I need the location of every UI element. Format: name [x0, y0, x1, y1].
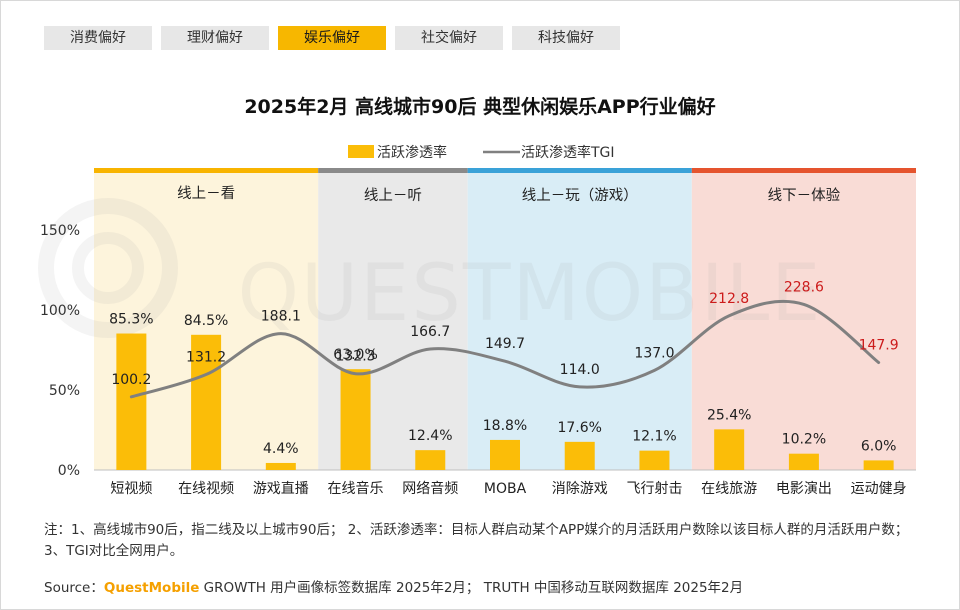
x-tick-label: 消除游戏: [552, 481, 608, 497]
bar-6: [564, 441, 595, 470]
watermark-text: QUESTMOBILE: [238, 249, 823, 339]
watermark-logo-inner-icon: [72, 232, 144, 304]
bar-8: [714, 429, 745, 470]
x-tick-label: 游戏直播: [253, 480, 309, 497]
tgi-line: [129, 299, 881, 399]
bar-value-label: 63.0%: [333, 347, 377, 363]
group-headers: 线上－看 线上－听 线上－玩（游戏） 线下－体验: [94, 168, 916, 204]
tgi-line-series: 100.2 131.2 188.1 132.3 166.7 149.7 114.0 137.0…: [111, 279, 899, 399]
group-bar-0: [94, 168, 319, 173]
bar-value-label: 10.2%: [782, 432, 826, 448]
tgi-value-label: 166.7: [410, 324, 450, 340]
group-label-3: 线下－体验: [768, 187, 841, 204]
bar-10: [863, 460, 894, 470]
group-background-2: [467, 170, 692, 470]
legend-line-label: 活跃渗透率TGI: [521, 144, 615, 161]
group-label-0: 线上－看: [177, 185, 235, 202]
bar-value-label: 25.4%: [707, 407, 751, 423]
x-tick-label: MOBA: [484, 481, 527, 497]
tgi-value-label: 100.2: [111, 372, 151, 388]
bar-value-label: 6.0%: [861, 438, 897, 454]
tgi-value-label: 131.2: [186, 350, 226, 366]
source-prefix: Source：: [44, 580, 104, 596]
legend-bar-swatch: [348, 145, 374, 158]
group-background-3: [691, 170, 916, 470]
tgi-value-label: 188.1: [261, 309, 301, 325]
bar-value-label: 85.3%: [109, 312, 153, 328]
legend: 活跃渗透率 活跃渗透率TGI: [348, 144, 615, 161]
bar-3: [340, 369, 371, 470]
tgi-value-label: 114.0: [560, 362, 600, 378]
x-tick-label: 电影演出: [776, 481, 832, 497]
tgi-value-label: 137.0: [634, 345, 674, 361]
x-tick-label: 网络音频: [402, 480, 458, 497]
tgi-value-label: 149.7: [485, 336, 525, 352]
bar-value-label: 12.4%: [408, 428, 452, 444]
group-label-1: 线上－听: [364, 187, 422, 204]
bar-value-label: 12.1%: [632, 429, 676, 445]
tgi-value-label: 132.3: [335, 349, 375, 365]
x-tick-label: 在线视频: [178, 481, 234, 497]
y-tick-label: 150%: [40, 223, 80, 239]
y-tick-label: 50%: [49, 383, 80, 399]
chart-title: 2025年2月 高线城市90后 典型休闲娱乐APP行业偏好: [244, 96, 716, 118]
tab-social[interactable]: 社交偏好: [395, 26, 503, 50]
bar-4: [415, 450, 446, 470]
bar-value-label: 84.5%: [184, 313, 228, 329]
group-bar-1: [318, 168, 468, 173]
bar-2: [265, 462, 296, 470]
group-bar-2: [467, 168, 692, 173]
tgi-value-label: 228.6: [784, 279, 824, 295]
legend-bar-label: 活跃渗透率: [377, 144, 447, 161]
x-tick-label: 运动健身: [851, 481, 907, 497]
tab-entertainment[interactable]: 娱乐偏好: [278, 26, 386, 50]
tgi-value-label: 212.8: [709, 291, 749, 307]
bar-5: [490, 439, 520, 470]
y-tick-label: 100%: [40, 303, 80, 319]
group-bar-3: [691, 168, 916, 173]
watermark: QUESTMOBILE: [38, 198, 823, 339]
x-axis-labels: 短视频 在线视频 游戏直播 在线音乐 网络音频 MOBA 消除游戏 飞行射击 在线旅游 电影演出 运…: [110, 480, 906, 497]
bar-0: [116, 333, 147, 470]
bar-value-label: 18.8%: [483, 418, 527, 434]
tgi-value-label: 147.9: [859, 338, 899, 354]
bar-value-label: 17.6%: [557, 420, 601, 436]
x-tick-label: 在线音乐: [328, 480, 384, 497]
x-tick-label: 飞行射击: [626, 481, 682, 497]
source-brand: QuestMobile: [103, 580, 200, 596]
x-tick-label: 短视频: [110, 481, 152, 497]
x-tick-label: 在线旅游: [701, 481, 757, 497]
source-text: GROWTH 用户画像标签数据库 2025年2月； TRUTH 中国移动互联网数…: [199, 580, 744, 596]
y-tick-label: 0%: [58, 463, 80, 479]
bar-1: [191, 334, 222, 470]
bar-7: [639, 450, 670, 470]
bar-9: [788, 453, 819, 470]
bar-series: 85.3% 84.5% 4.4% 63.0% 12.4% 18.8% 17.6% 12.1% 2…: [109, 312, 896, 470]
bar-value-label: 4.4%: [263, 441, 299, 457]
source-line: Source：QuestMobile GROWTH 用户画像标签数据库 2025…: [44, 576, 743, 596]
tab-technology[interactable]: 科技偏好: [512, 26, 620, 50]
watermark-logo-icon: [38, 198, 178, 338]
group-label-2: 线上－玩（游戏）: [522, 187, 638, 204]
tab-finance[interactable]: 理财偏好: [161, 26, 269, 50]
tab-consumption[interactable]: 消费偏好: [44, 26, 152, 50]
footnote: 注：1、高线城市90后，指二线及以上城市90后； 2、活跃渗透率：目标人群启动某…: [44, 522, 909, 559]
